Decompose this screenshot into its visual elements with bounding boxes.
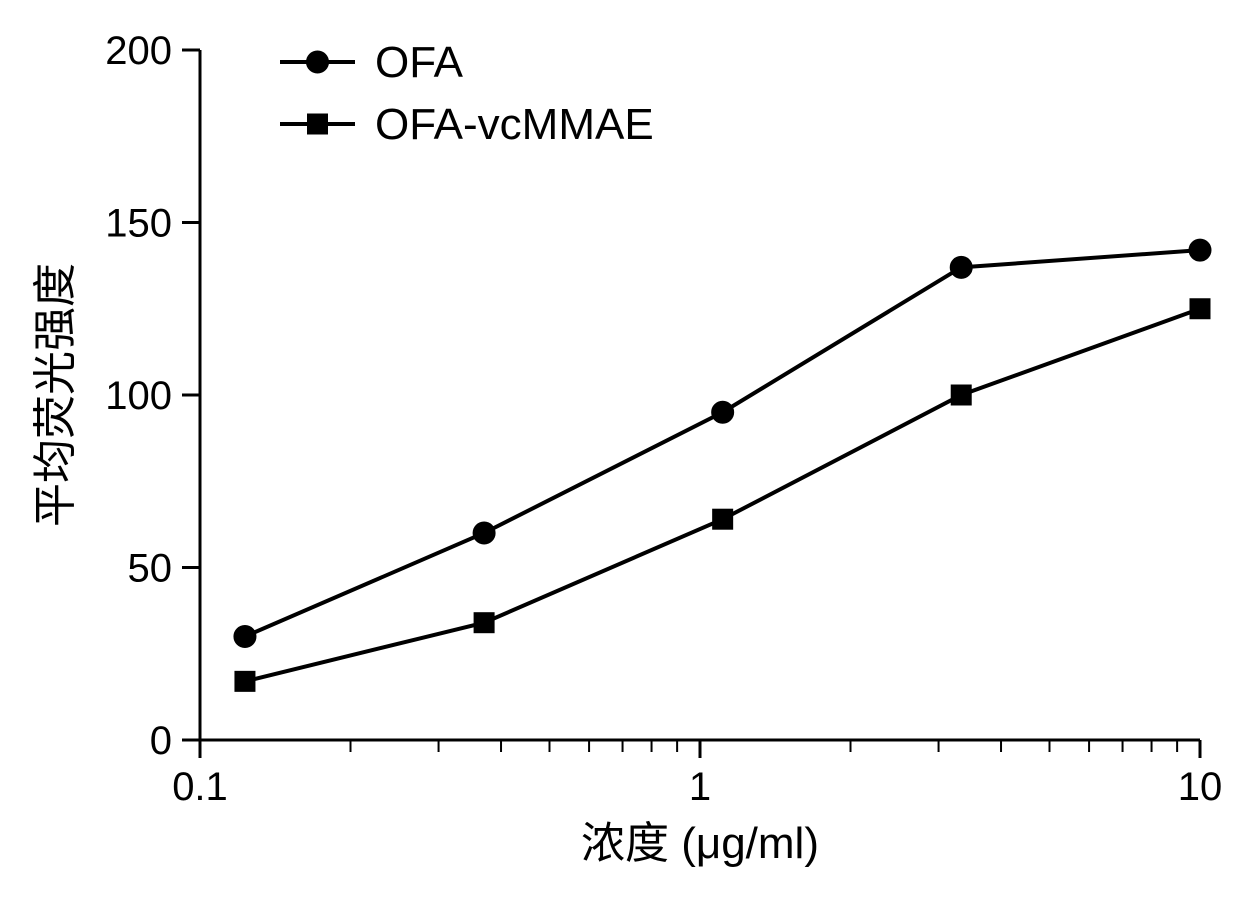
marker-square: [235, 671, 255, 691]
legend-marker-square: [308, 114, 328, 134]
legend-marker-circle: [307, 51, 329, 73]
y-tick-label: 200: [105, 29, 172, 73]
line-chart: 0 50 100 150 200 0.1 1 10 浓度 (μg/ml) 平均荧光强度 OFA OFA…: [0, 0, 1260, 905]
y-tick-label: 0: [150, 719, 172, 763]
legend-label: OFA-vcMMAE: [375, 100, 654, 149]
series-line-OFA-vcMMAE: [245, 309, 1200, 682]
legend-label: OFA: [375, 38, 464, 87]
y-tick-label: 50: [128, 547, 173, 591]
marker-square: [474, 613, 494, 633]
marker-circle: [473, 522, 495, 544]
x-tick-label: 0.1: [172, 765, 228, 809]
marker-circle: [712, 401, 734, 423]
marker-circle: [950, 256, 972, 278]
marker-square: [1190, 299, 1210, 319]
y-axis-label: 平均荧光强度: [31, 263, 80, 527]
y-tick-label: 150: [105, 202, 172, 246]
marker-circle: [1189, 239, 1211, 261]
marker-circle: [234, 626, 256, 648]
x-tick-label: 1: [689, 765, 711, 809]
series-line-OFA: [245, 250, 1200, 636]
x-tick-label: 10: [1178, 765, 1223, 809]
marker-square: [713, 509, 733, 529]
marker-square: [951, 385, 971, 405]
x-axis-label: 浓度 (μg/ml): [581, 819, 819, 868]
chart-container: 0 50 100 150 200 0.1 1 10 浓度 (μg/ml) 平均荧光强度 OFA OFA…: [0, 0, 1260, 905]
y-tick-label: 100: [105, 374, 172, 418]
